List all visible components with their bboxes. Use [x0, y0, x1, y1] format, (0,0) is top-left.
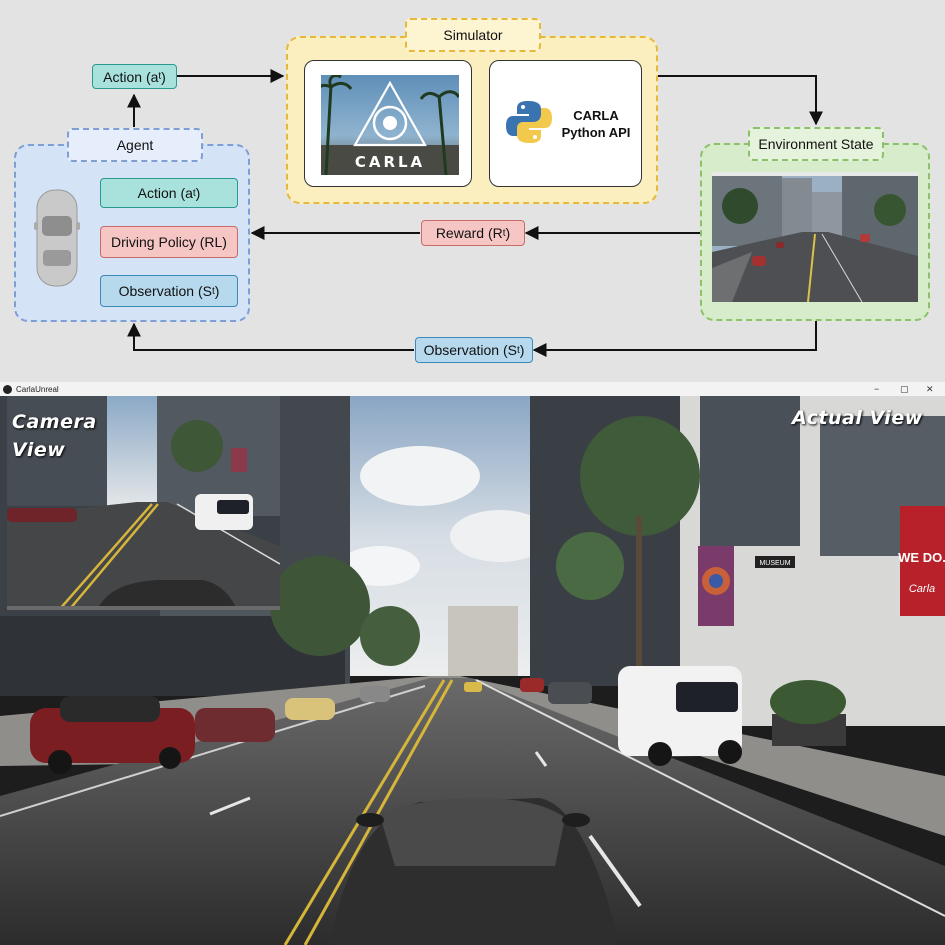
window-title: CarlaUnreal: [16, 384, 59, 394]
agent-title-text: Agent: [116, 137, 154, 153]
arrow-observation-to-agent: [127, 322, 414, 351]
carla-logo-image: CARLA: [321, 75, 459, 175]
arrow-environment-to-observation: [532, 320, 817, 357]
environment-title: Environment State: [748, 127, 884, 161]
simulator-title: Simulator: [405, 18, 541, 52]
action-top-text: Action (a: [103, 68, 159, 85]
agent-observation-text: Observation (S: [118, 283, 212, 299]
driving-policy-box: Driving Policy (RL): [100, 226, 238, 258]
action-top-sub: t: [158, 71, 162, 82]
agent-observation-box: Observation (S t): [100, 275, 238, 307]
agent-action-suffix: ): [195, 185, 201, 201]
observation-bottom-sub: t: [516, 344, 520, 356]
car-top-view-icon: [34, 189, 80, 287]
python-logo-icon: [506, 101, 552, 143]
carla-sign-text: Carla: [909, 583, 935, 595]
actual-view-text: Actual View: [792, 407, 923, 429]
architecture-diagram: Action (a t) Agent Action (a t) Driving Po…: [0, 0, 945, 382]
window-titlebar: CarlaUnreal − ▢ ✕: [0, 382, 945, 396]
reward-suffix: ): [505, 225, 511, 241]
actual-view-label: Actual View: [792, 404, 923, 432]
actual-view-scene: WE DO. Carla MUSEUM: [0, 396, 945, 945]
observation-bottom-label: Observation (S t): [415, 337, 533, 363]
carla-python-api-card: CARLA Python API: [489, 60, 642, 187]
carla-python-api-text: CARLA Python API: [554, 107, 638, 141]
wedo-sign-text: WE DO.: [898, 550, 945, 565]
maximize-button[interactable]: ▢: [900, 384, 909, 394]
agent-action-sub: t: [192, 187, 196, 199]
carla-logo-text: CARLA: [355, 153, 425, 171]
carla-api-line2: Python API: [561, 125, 631, 140]
close-button[interactable]: ✕: [926, 384, 934, 394]
arrow-simulator-to-environment: [658, 75, 823, 126]
reward-sub: t: [502, 227, 506, 239]
museum-sign-text: MUSEUM: [759, 560, 790, 567]
agent-action-box: Action (a t): [100, 178, 238, 208]
agent-title: Agent: [67, 128, 203, 162]
observation-bottom-text: Observation (S: [423, 342, 517, 358]
environment-state-thumbnail: [712, 172, 918, 302]
carla-unreal-window: CarlaUnreal − ▢ ✕: [0, 382, 945, 945]
environment-title-text: Environment State: [758, 136, 874, 152]
diagram-connectors: [127, 69, 823, 357]
action-top-suffix: ): [161, 68, 166, 85]
action-top-label: Action (a t): [92, 64, 177, 89]
simulator-title-text: Simulator: [443, 27, 503, 43]
agent-observation-suffix: ): [214, 283, 220, 299]
reward-label: Reward (R t): [421, 220, 525, 246]
carla-api-line1: CARLA: [573, 108, 619, 123]
driving-policy-text: Driving Policy (RL): [111, 234, 227, 250]
agent-action-text: Action (a: [137, 185, 193, 201]
camera-view-line2: View: [12, 439, 66, 461]
agent-observation-sub: t: [211, 285, 215, 297]
carla-logo-card: CARLA: [304, 60, 472, 187]
minimize-button[interactable]: −: [874, 384, 880, 394]
camera-view-inset: [7, 396, 280, 610]
unreal-logo-icon: [3, 384, 12, 394]
reward-text: Reward (R: [435, 225, 503, 241]
camera-view-label: Camera View: [12, 408, 97, 464]
camera-view-line1: Camera: [12, 411, 97, 433]
observation-bottom-suffix: ): [519, 342, 525, 358]
